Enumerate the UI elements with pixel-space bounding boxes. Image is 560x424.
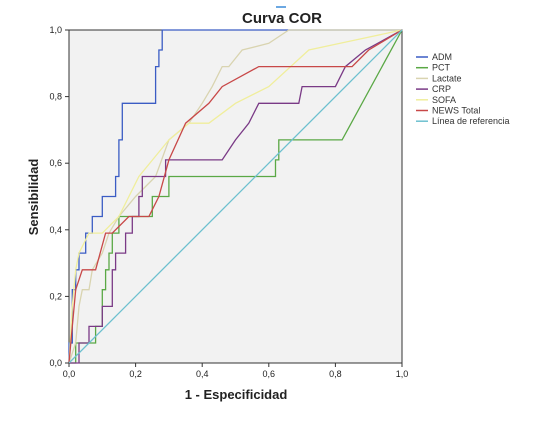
y-tick-label: 0,0 <box>49 358 62 368</box>
series-line-l-nea-de-referencia <box>68 29 403 364</box>
x-tick-label: 0,4 <box>196 369 209 379</box>
legend-label-sofa: SOFA <box>432 95 456 105</box>
y-tick-label: 0,6 <box>49 158 62 168</box>
y-tick-label: 1,0 <box>49 25 62 35</box>
series-line-sofa <box>68 29 403 364</box>
y-axis-label: Sensibilidad <box>26 159 41 236</box>
y-tick-label: 0,2 <box>49 291 62 301</box>
x-axis-label: 1 - Especificidad <box>185 387 288 402</box>
legend-label-crp: CRP <box>432 84 451 94</box>
legend-label-news-total: NEWS Total <box>432 106 480 116</box>
legend-label-pct: PCT <box>432 63 451 73</box>
legend-label-adm: ADM <box>432 52 452 62</box>
series-line-crp <box>69 29 403 364</box>
y-tick-label: 0,4 <box>49 225 62 235</box>
chart-title: Curva COR <box>242 10 322 27</box>
x-tick-label: 0,2 <box>129 369 142 379</box>
x-tick-label: 0,8 <box>329 369 342 379</box>
x-tick-label: 0,0 <box>63 369 76 379</box>
legend-label-l-nea-de-referencia: Línea de referencia <box>432 116 510 126</box>
legend-label-lactate: Lactate <box>432 73 462 83</box>
series-line-news-total <box>68 29 403 364</box>
x-tick-label: 1,0 <box>396 369 409 379</box>
x-tick-label: 0,6 <box>263 369 276 379</box>
y-tick-label: 0,8 <box>49 92 62 102</box>
